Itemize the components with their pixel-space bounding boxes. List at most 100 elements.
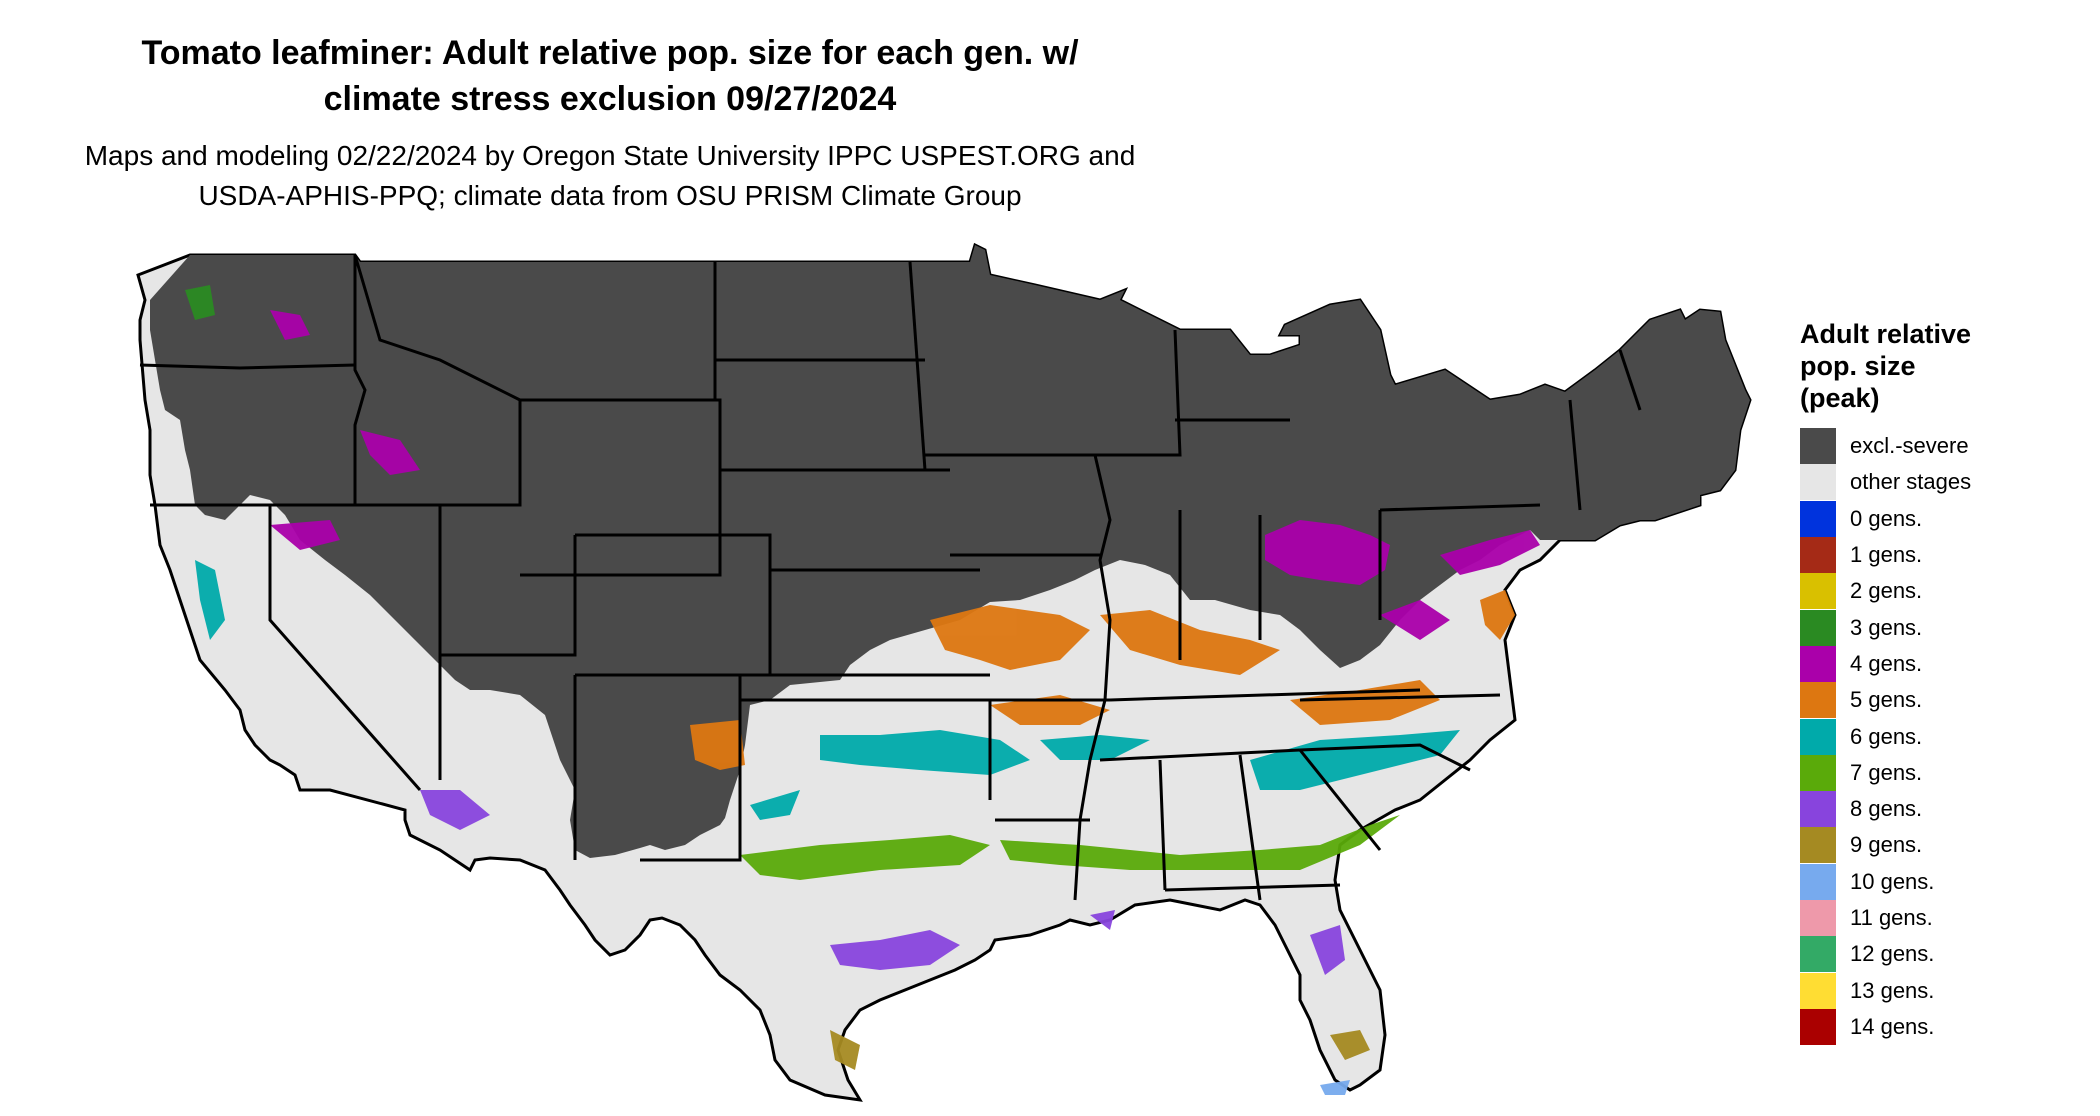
legend-label: 4 gens. xyxy=(1850,650,1923,676)
patch-purple8-az xyxy=(420,790,490,830)
legend-item: 0 gens. xyxy=(1800,500,2080,537)
patch-cyan-ok xyxy=(820,730,1030,775)
patch-orange-nm xyxy=(690,720,745,770)
border-me xyxy=(1618,349,1642,411)
legend-label: 3 gens. xyxy=(1850,614,1923,640)
patch-orange-ky xyxy=(1100,610,1280,675)
subtitle-line-1: Maps and modeling 02/22/2024 by Oregon S… xyxy=(84,140,1136,171)
legend-swatch xyxy=(1800,464,1836,501)
legend-swatch xyxy=(1800,682,1836,719)
patch-green-wa xyxy=(185,285,215,320)
subtitle-line-2: USDA-APHIS-PPQ; climate data from OSU PR… xyxy=(198,180,1022,211)
legend-swatch xyxy=(1800,900,1836,936)
legend-items: excl.-severe other stages 0 gens. 1 gens. 2 … xyxy=(1800,428,2080,1045)
border-tn-ms-al xyxy=(1099,748,1301,762)
patch-orange-ar xyxy=(990,695,1110,725)
patch-olive-tx xyxy=(830,1030,860,1070)
border-wi xyxy=(1095,329,1182,457)
patch-green-ms xyxy=(1000,815,1400,870)
border-ms-al xyxy=(1158,759,1167,891)
legend-swatch xyxy=(1800,718,1836,755)
patch-purple-pa xyxy=(1440,530,1540,575)
legend-label: 10 gens. xyxy=(1850,868,1935,894)
legend-swatch xyxy=(1800,1008,1836,1045)
border-pa-ny xyxy=(1379,503,1541,512)
border-wa-or xyxy=(139,363,356,370)
legend-label: 8 gens. xyxy=(1850,796,1923,822)
border-nm-tx xyxy=(575,673,742,862)
legend-item: 8 gens. xyxy=(1800,791,2080,828)
legend-item: 3 gens. xyxy=(1800,609,2080,646)
legend-label: 5 gens. xyxy=(1850,687,1923,713)
patch-purple-nv xyxy=(270,520,340,550)
legend-label: 11 gens. xyxy=(1850,905,1933,930)
legend-item: 13 gens. xyxy=(1800,972,2080,1009)
legend-swatch xyxy=(1800,791,1836,828)
legend-item: 10 gens. xyxy=(1800,863,2080,900)
patch-cyan-ca xyxy=(195,560,225,640)
border-id-west xyxy=(353,255,367,505)
legend-label: 2 gens. xyxy=(1850,578,1923,604)
border-ny-ne xyxy=(1568,399,1582,511)
legend-label: 14 gens. xyxy=(1850,1013,1935,1039)
border-al-ga xyxy=(1238,754,1262,901)
patch-purple-oh xyxy=(1265,520,1390,585)
patch-purple-or xyxy=(360,430,420,475)
legend-label: 12 gens. xyxy=(1850,941,1935,967)
patch-cyan-tn xyxy=(1040,735,1150,760)
legend-label: 0 gens. xyxy=(1850,505,1923,531)
legend-label: 13 gens. xyxy=(1850,977,1935,1003)
legend-item: 7 gens. xyxy=(1800,754,2080,791)
legend-title-line-1: Adult relative xyxy=(1800,319,1972,349)
border-mn-dakota xyxy=(908,261,927,471)
legend-swatch xyxy=(1800,936,1836,973)
border-id-ut xyxy=(355,400,522,507)
legend-swatch xyxy=(1800,754,1836,791)
legend-swatch xyxy=(1800,609,1836,646)
legend-label: 7 gens. xyxy=(1850,759,1923,785)
legend-item: 6 gens. xyxy=(1800,718,2080,755)
map-title: Tomato leafminer: Adult relative pop. si… xyxy=(0,30,1220,122)
legend-swatch xyxy=(1800,537,1836,574)
border-ky-tn xyxy=(1109,688,1421,702)
border-nv-ca xyxy=(268,505,422,791)
legend-item: 1 gens. xyxy=(1800,537,2080,574)
legend-item: other stages xyxy=(1800,464,2080,501)
legend-swatch xyxy=(1800,863,1836,900)
patch-purple-md xyxy=(1380,600,1450,640)
map-legend: Adult relative pop. size (peak) excl.-se… xyxy=(1800,318,2080,1045)
legend-swatch xyxy=(1800,500,1836,537)
border-wy xyxy=(520,398,722,577)
legend-label: 6 gens. xyxy=(1850,723,1923,749)
legend-label: excl.-severe xyxy=(1850,433,1969,459)
title-line-1: Tomato leafminer: Adult relative pop. si… xyxy=(141,34,1079,72)
excluded-region xyxy=(150,245,1750,858)
legend-title-line-2: pop. size xyxy=(1800,351,1916,381)
patch-purple8-tx xyxy=(830,930,960,970)
legend-swatch xyxy=(1800,645,1836,682)
legend-swatch xyxy=(1800,428,1836,465)
state-borders xyxy=(139,254,1642,901)
patch-lightblue-fl xyxy=(1320,1080,1350,1095)
legend-item: excl.-severe xyxy=(1800,428,2080,465)
patch-purple8-la xyxy=(1090,910,1115,930)
legend-swatch xyxy=(1800,972,1836,1009)
patch-orange-mo xyxy=(930,605,1090,670)
border-ga-fl xyxy=(1164,883,1341,892)
border-va-nc xyxy=(1299,693,1501,702)
legend-item: 11 gens. xyxy=(1800,900,2080,936)
border-nc-sc xyxy=(1299,743,1471,772)
legend-title-line-3: (peak) xyxy=(1800,383,1880,413)
legend-swatch xyxy=(1800,827,1836,864)
border-ga-sc xyxy=(1298,749,1382,851)
legend-title: Adult relative pop. size (peak) xyxy=(1800,318,2080,414)
border-mt-id xyxy=(353,254,521,402)
legend-item: 14 gens. xyxy=(1800,1008,2080,1045)
legend-label: other stages xyxy=(1850,469,1972,495)
map-subtitle: Maps and modeling 02/22/2024 by Oregon S… xyxy=(0,136,1220,216)
border-la-ms xyxy=(1073,819,1082,901)
legend-item: 4 gens. xyxy=(1800,645,2080,682)
border-mississippi xyxy=(1078,454,1112,821)
patch-purple8-fl xyxy=(1310,925,1345,975)
